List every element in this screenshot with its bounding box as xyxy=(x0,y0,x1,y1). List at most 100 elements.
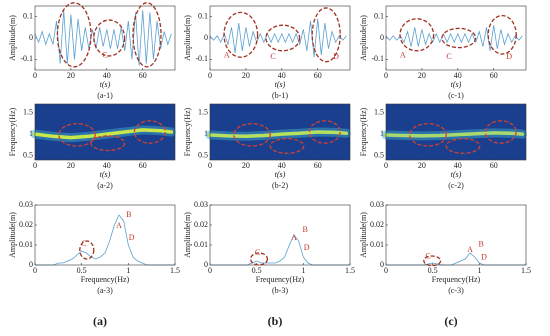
y-tick-label: 0 xyxy=(29,260,33,269)
x-tick-label: 60 xyxy=(314,161,322,170)
x-tick-label: 60 xyxy=(139,161,147,170)
highlight-ellipse xyxy=(311,7,341,63)
x-tick-label: 40 xyxy=(454,161,462,170)
highlight-ellipse xyxy=(93,19,126,57)
annotation: C xyxy=(270,52,275,61)
subplot-label: (b-3) xyxy=(272,286,288,295)
x-axis-label: t(s) xyxy=(275,80,286,89)
annotation: D xyxy=(129,233,135,242)
y-axis-label: Amplitude(m) xyxy=(8,212,17,258)
x-axis-label: t(s) xyxy=(451,170,462,179)
annotation: C xyxy=(255,248,260,257)
x-axis-label: Frequency(Hz) xyxy=(81,275,130,284)
y-tick-label: -0.1 xyxy=(371,54,384,63)
annotation: B xyxy=(126,210,131,219)
x-tick-label: 20 xyxy=(67,71,75,80)
x-tick-label: 1 xyxy=(477,266,481,275)
y-axis-label: Frequency(Hz) xyxy=(8,107,17,156)
x-tick-label: 0 xyxy=(33,161,37,170)
panel-label: (c) xyxy=(444,314,457,328)
highlight-ellipse xyxy=(445,138,481,154)
plot-frame xyxy=(209,204,351,266)
x-tick-label: 40 xyxy=(278,161,286,170)
subplot-label: (c-3) xyxy=(448,286,464,295)
x-tick-label: 0 xyxy=(208,161,212,170)
signal xyxy=(385,25,523,51)
subplot-label: (a-1) xyxy=(97,91,113,100)
x-tick-label: 0.5 xyxy=(428,266,438,275)
annotation: C xyxy=(425,251,430,260)
subplot: -0.100.10 20 40 60A C Dt(s)(c-1)Amplitude(m) xyxy=(359,5,527,100)
annotation: D xyxy=(304,243,310,252)
y-tick-label: 0.5 xyxy=(23,151,33,160)
plot-frame xyxy=(34,5,176,71)
y-tick-label: 0 xyxy=(204,33,208,42)
plot-frame xyxy=(34,103,176,161)
y-tick-label: 0.01 xyxy=(370,240,384,249)
subplot-label: (b-1) xyxy=(272,91,288,100)
x-tick-label: 40 xyxy=(103,71,111,80)
x-tick-label: 0 xyxy=(384,71,388,80)
signal xyxy=(210,234,350,266)
highlight-ellipse xyxy=(487,14,517,55)
y-tick-label: -0.1 xyxy=(20,54,33,63)
x-tick-label: 60 xyxy=(490,161,498,170)
y-tick-label: 0.03 xyxy=(194,200,208,209)
highlight-ellipse xyxy=(133,120,166,144)
annotation: C xyxy=(102,51,107,60)
x-tick-label: 0 xyxy=(208,71,212,80)
signal xyxy=(386,252,526,266)
x-tick-label: 1.5 xyxy=(521,266,531,275)
x-tick-label: 40 xyxy=(103,161,111,170)
y-tick-label: 0 xyxy=(29,33,33,42)
subplot: 0.511.50 20 40 60t(s)(b-2)Frequency(Hz) xyxy=(183,103,351,190)
subplot-label: (a-3) xyxy=(97,286,113,295)
x-axis-label: t(s) xyxy=(100,170,111,179)
x-tick-label: 0 xyxy=(384,266,388,275)
y-tick-label: 0.5 xyxy=(374,151,384,160)
subplot: 0 0.01 0.02 0.03 0 0.5 1 1.5 AB C D Frequency(Hz) (a… xyxy=(8,200,180,295)
annotation: D xyxy=(481,253,487,262)
y-tick-label: 0.5 xyxy=(198,151,208,160)
y-tick-label: 0 xyxy=(380,260,384,269)
highlight-ellipse xyxy=(269,138,305,154)
subplot-label: (c-2) xyxy=(448,181,464,190)
subplot: 0 0.01 0.02 0.03 0 0.5 1 1.5 AB C D Frequency(Hz) (c… xyxy=(359,200,531,295)
highlight-ellipse xyxy=(58,122,96,147)
panel-label: (a) xyxy=(93,314,107,328)
x-tick-label: 60 xyxy=(139,71,147,80)
signal xyxy=(209,18,347,58)
x-tick-label: 0.5 xyxy=(77,266,87,275)
x-tick-label: 0.5 xyxy=(252,266,262,275)
highlight-ellipse xyxy=(265,24,301,52)
x-tick-label: 60 xyxy=(490,71,498,80)
subplot-label: (c-1) xyxy=(448,91,464,100)
highlight-ellipse xyxy=(132,2,162,68)
plot-frame xyxy=(209,5,351,71)
annotation: B xyxy=(479,239,484,248)
highlight-ellipse xyxy=(308,120,341,144)
y-tick-label: 0 xyxy=(380,33,384,42)
y-axis-label: Amplitude(m) xyxy=(183,15,192,61)
y-tick-label: 0.1 xyxy=(23,11,33,20)
y-tick-label: 0 xyxy=(204,260,208,269)
y-tick-label: 0.02 xyxy=(370,220,384,229)
plot-frame xyxy=(385,5,527,71)
annotation: B xyxy=(303,225,308,234)
y-tick-label: 1.5 xyxy=(198,107,208,116)
plot-frame xyxy=(34,204,176,266)
subplot: 0.511.50 20 40 60t(s)(a-2)Frequency(Hz) xyxy=(8,103,176,190)
y-axis-label: Amplitude(m) xyxy=(8,15,17,61)
y-tick-label: 0.1 xyxy=(374,11,384,20)
y-tick-label: 0.03 xyxy=(19,200,33,209)
x-axis-label: t(s) xyxy=(451,80,462,89)
subplot: 0 0.01 0.02 0.03 0 0.5 1 1.5 AB C D Frequency(Hz) (b… xyxy=(183,200,355,295)
y-tick-label: 0.02 xyxy=(19,220,33,229)
y-tick-label: 1.5 xyxy=(23,107,33,116)
annotation: A xyxy=(116,221,122,230)
y-axis-label: Frequency(Hz) xyxy=(183,107,192,156)
annotation: A xyxy=(291,233,297,242)
annotation: A xyxy=(467,245,473,254)
signal xyxy=(34,10,172,66)
